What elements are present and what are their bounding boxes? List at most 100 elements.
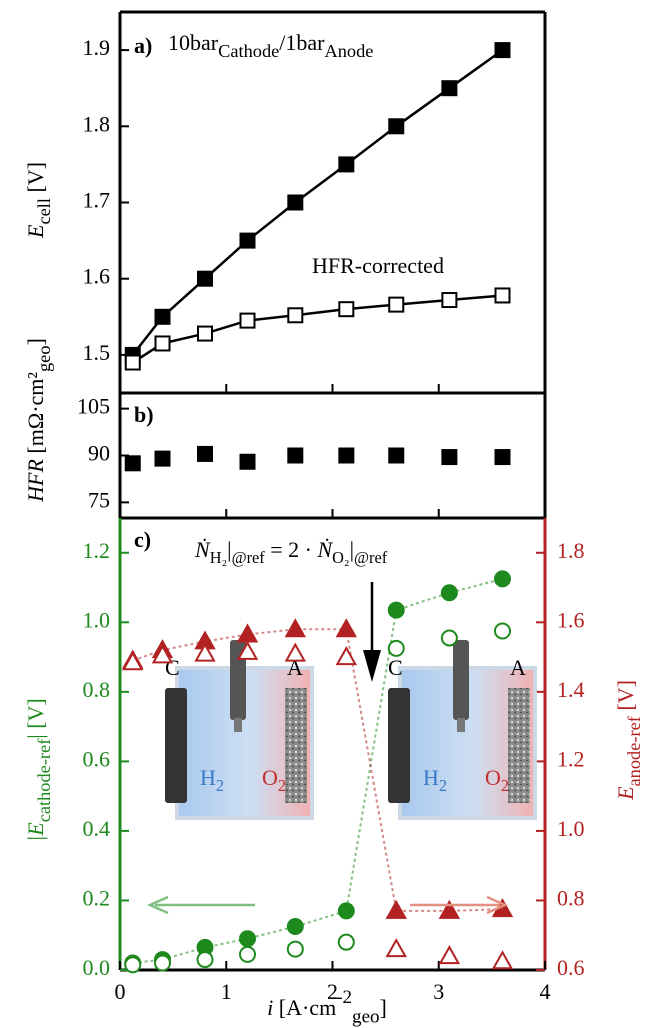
- marker: [287, 447, 304, 464]
- text-segment: H₂: [210, 548, 227, 567]
- text-segment: Cathode: [218, 41, 279, 61]
- y-tick-label: 0.8: [83, 677, 111, 702]
- marker: [338, 301, 355, 318]
- text-segment: E: [613, 786, 638, 801]
- gas-label: H2: [423, 765, 447, 795]
- y2-tick-label: 1.6: [557, 607, 585, 632]
- y-tick-label: 105: [77, 394, 110, 419]
- electrode-label: C: [388, 655, 403, 680]
- arrow-head: [146, 895, 169, 915]
- y-axis-label: Ecell [V]: [23, 162, 54, 239]
- text-segment: geo: [352, 1007, 379, 1028]
- text-segment: |: [227, 537, 231, 562]
- marker: [494, 570, 511, 588]
- y-tick-label: 0.6: [83, 746, 111, 771]
- marker: [154, 335, 171, 352]
- marker: [122, 651, 144, 671]
- marker: [440, 629, 458, 647]
- text-segment: |: [350, 537, 354, 562]
- marker: [337, 902, 355, 920]
- y2-tick-label: 1.4: [557, 677, 585, 702]
- marker: [387, 601, 405, 619]
- anode: [508, 688, 530, 803]
- marker: [286, 940, 304, 958]
- electrode-label: A: [510, 655, 526, 680]
- text-segment: HFR: [23, 459, 48, 503]
- gas-label: O2: [485, 765, 509, 795]
- text-segment: @ref: [354, 548, 388, 567]
- marker: [236, 640, 259, 660]
- text-segment: /1bar: [279, 30, 325, 55]
- y-tick-label: 1.5: [83, 340, 111, 365]
- text-segment: 2: [501, 776, 509, 795]
- text-segment: [A·cm: [273, 995, 336, 1020]
- text-segment: 2: [216, 776, 224, 795]
- marker: [239, 312, 256, 329]
- marker: [284, 618, 307, 638]
- text-segment: i: [267, 995, 273, 1020]
- marker: [154, 308, 171, 325]
- marker: [491, 950, 514, 970]
- y-tick-label: 1.6: [83, 264, 111, 289]
- text-segment: Anode: [324, 41, 373, 61]
- gas-label: O2: [262, 765, 286, 795]
- text-segment: Ṅ: [316, 537, 333, 562]
- text-segment: O: [485, 765, 501, 790]
- marker: [197, 270, 213, 287]
- arrow-head: [363, 650, 381, 682]
- marker: [124, 354, 141, 371]
- marker: [194, 642, 216, 662]
- x-tick-label: 3: [433, 979, 444, 1004]
- reference-electrode: [453, 640, 469, 720]
- annotation: HFR-corrected: [312, 253, 444, 278]
- x-tick-label: 4: [540, 979, 551, 1004]
- marker: [338, 156, 355, 173]
- marker: [151, 644, 174, 664]
- text-segment: [V]: [23, 162, 48, 198]
- text-segment: anode-ref: [624, 715, 644, 786]
- marker: [494, 42, 511, 59]
- marker: [438, 899, 461, 919]
- marker: [494, 622, 511, 640]
- marker: [284, 642, 307, 662]
- text-segment: [V]: [613, 680, 638, 716]
- marker: [239, 930, 256, 948]
- text-segment: @ref: [232, 548, 266, 567]
- marker: [337, 933, 355, 951]
- y-tick-label: 90: [88, 441, 110, 466]
- panel-label: b): [134, 402, 154, 427]
- y-tick-label: 1.8: [83, 111, 111, 136]
- marker: [440, 584, 458, 602]
- y-axis-label: |Ecathode-ref| [V]: [23, 698, 54, 842]
- y-tick-label: 1.7: [83, 188, 111, 213]
- marker: [236, 623, 259, 643]
- reference-electrode: [230, 640, 246, 720]
- chart-title: 10barCathode/1barAnode: [168, 30, 373, 61]
- text-segment: cathode-ref: [34, 738, 54, 822]
- y2-tick-label: 1.2: [557, 746, 585, 771]
- y-tick-label: 0.4: [83, 816, 111, 841]
- y-axis-label: Eanode-ref [V]: [613, 680, 644, 801]
- marker: [385, 938, 407, 958]
- text-segment: ]: [23, 338, 48, 345]
- text-segment: cell: [34, 198, 54, 225]
- marker: [441, 449, 458, 466]
- x-tick-label: 1: [221, 979, 232, 1004]
- panel-label: a): [134, 33, 152, 58]
- y2-tick-label: 0.6: [557, 955, 585, 980]
- anode: [285, 688, 307, 803]
- cathode: [388, 688, 410, 803]
- cathode: [165, 688, 187, 803]
- marker: [197, 325, 213, 342]
- marker: [338, 447, 355, 464]
- marker: [124, 956, 142, 974]
- marker: [441, 80, 458, 97]
- y-tick-label: 0.2: [83, 886, 111, 911]
- marker: [494, 449, 511, 466]
- marker: [239, 453, 256, 470]
- text-segment: | [V]: [23, 698, 48, 738]
- marker: [438, 945, 461, 965]
- marker: [239, 232, 256, 249]
- text-segment: 2: [278, 776, 286, 795]
